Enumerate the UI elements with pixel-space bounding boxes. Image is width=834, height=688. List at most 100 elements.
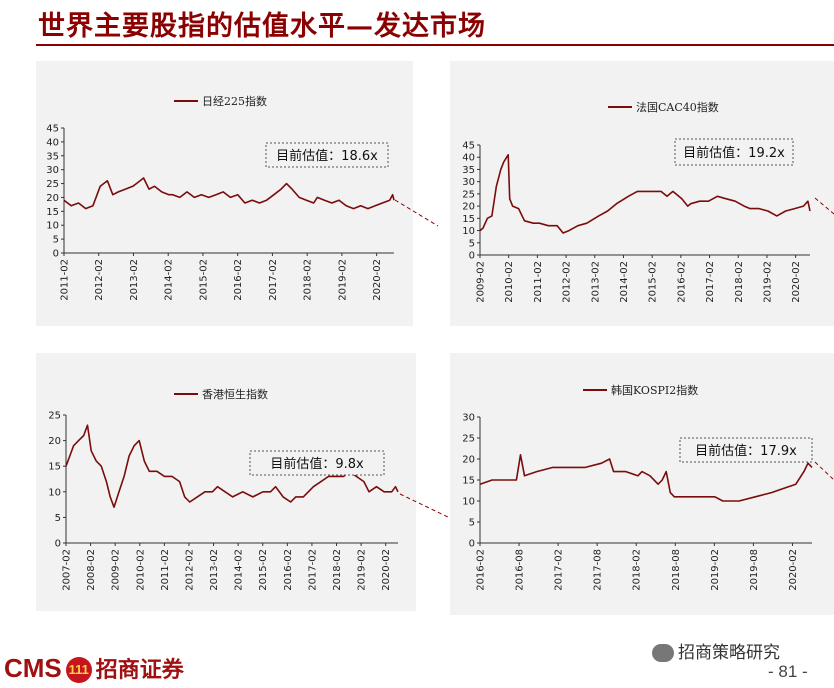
page-number: - 81 - (768, 662, 808, 681)
series-line (65, 424, 399, 508)
x-tick-label: 2012-02 (94, 259, 105, 301)
x-tick-label: 2012-02 (562, 261, 573, 303)
chart-kospi2: 0 5 10 15 20 25 30 2016-02 2016-08 2017-02 2017-08… (462, 383, 813, 591)
x-tick-label: 2013-02 (590, 261, 601, 303)
x-tick-label: 2013-02 (129, 259, 140, 301)
y-tick-label: 20 (462, 202, 475, 213)
x-tick-label: 2016-02 (676, 261, 687, 303)
x-tick-label: 2007-02 (62, 549, 73, 591)
y-tick-label: 15 (48, 462, 61, 473)
y-tick-label: 20 (48, 436, 61, 447)
y-tick-label: 0 (53, 249, 59, 260)
x-tick-label: 2014-02 (619, 261, 630, 303)
y-tick-label: 35 (46, 151, 59, 162)
y-tick-label: 30 (462, 413, 475, 424)
y-tick-label: 35 (462, 165, 475, 176)
x-tick-label: 2010-02 (504, 261, 515, 303)
y-tick-label: 0 (469, 539, 475, 550)
x-tick-label: 2020-02 (788, 549, 799, 591)
wechat-label: 招商策略研究 (678, 643, 780, 663)
estimate-box (674, 138, 794, 166)
x-tick-label: 2018-02 (332, 549, 343, 591)
x-tick-label: 2020-02 (372, 259, 383, 301)
chart-nikkei: 0 5 10 15 20 25 30 35 40 45 2011-02 2012-02 2013-02 2… (46, 94, 395, 301)
chart-panel-kospi2: 0 5 10 15 20 25 30 2016-02 2016-08 2017-02 2017-08… (450, 353, 834, 615)
legend-label: 香港恒生指数 (202, 387, 268, 401)
x-tick-label: 2019-08 (749, 549, 760, 591)
estimate-label: 目前估值：18.6x (276, 148, 378, 164)
legend-label: 日经225指数 (202, 94, 267, 108)
page-title: 世界主要股指的估值水平—发达市场 (38, 11, 486, 42)
y-tick-label: 0 (469, 251, 475, 262)
x-tick-label: 2009-02 (476, 261, 487, 303)
x-tick-label: 2009-02 (111, 549, 122, 591)
brand-logo: CMS 111 招商证券 (4, 652, 184, 684)
y-tick-label: 5 (55, 513, 61, 524)
y-tick-label: 15 (46, 207, 59, 218)
y-tick-label: 10 (462, 226, 475, 237)
series-line (479, 154, 811, 234)
y-tick-label: 5 (469, 238, 475, 249)
x-tick-label: 2014-02 (164, 259, 175, 301)
y-tick-label: 5 (469, 518, 475, 529)
x-tick-label: 2017-02 (705, 261, 716, 303)
x-tick-label: 2019-02 (710, 549, 721, 591)
x-tick-label: 2014-02 (234, 549, 245, 591)
y-tick-label: 10 (462, 497, 475, 508)
logo-text-cn: 招商证券 (95, 657, 184, 683)
x-tick-label: 2020-02 (381, 549, 392, 591)
chart-hangseng: 0 5 10 15 20 25 2007-02 2008-02 2009-02 2010-02 20… (48, 387, 399, 591)
y-tick-label: 5 (53, 235, 59, 246)
y-tick-label: 40 (46, 137, 59, 148)
x-tick-label: 2017-02 (268, 259, 279, 301)
y-tick-label: 25 (462, 434, 475, 445)
x-tick-label: 2017-02 (554, 549, 565, 591)
x-tick-label: 2011-02 (60, 259, 71, 301)
wechat-icon (652, 644, 674, 662)
y-tick-label: 45 (46, 124, 59, 135)
estimate-label: 目前估值：19.2x (683, 145, 785, 161)
chart-panel-nikkei: 0 5 10 15 20 25 30 35 40 45 2011-02 2012-02 2013-02 2… (36, 61, 413, 326)
y-tick-label: 15 (462, 476, 475, 487)
y-tick-label: 30 (46, 165, 59, 176)
series-line (479, 454, 813, 502)
x-tick-label: 2019-02 (762, 261, 773, 303)
series-line (63, 177, 395, 210)
x-tick-label: 2018-08 (671, 549, 682, 591)
chart-panel-hangseng: 0 5 10 15 20 25 2007-02 2008-02 2009-02 2010-02 20… (36, 353, 416, 611)
legend-label: 法国CAC40指数 (636, 100, 719, 114)
x-tick-label: 2013-02 (209, 549, 220, 591)
x-tick-label: 2019-02 (357, 549, 368, 591)
x-tick-label: 2016-02 (476, 549, 487, 591)
x-tick-label: 2016-02 (283, 549, 294, 591)
x-tick-label: 2018-02 (734, 261, 745, 303)
estimate-label: 目前估值：17.9x (695, 443, 797, 459)
x-tick-label: 2012-02 (184, 549, 195, 591)
wechat-account: 招商策略研究 (652, 638, 780, 663)
chart-panel-cac40: 0 5 10 15 20 25 30 35 40 45 2009-02 2010-02 2011-02 2… (450, 61, 834, 326)
estimate-box (265, 142, 389, 168)
logo-badge-icon: 111 (65, 657, 92, 684)
y-tick-label: 25 (462, 189, 475, 200)
y-tick-label: 25 (46, 179, 59, 190)
logo-text-en: CMS (4, 653, 62, 683)
y-tick-label: 40 (462, 153, 475, 164)
x-tick-label: 2020-02 (791, 261, 802, 303)
x-tick-label: 2019-02 (337, 259, 348, 301)
x-tick-label: 2018-02 (303, 259, 314, 301)
x-tick-label: 2017-08 (593, 549, 604, 591)
estimate-box (249, 450, 385, 476)
y-tick-label: 20 (46, 193, 59, 204)
x-tick-label: 2016-02 (233, 259, 244, 301)
estimate-label: 目前估值：9.8x (270, 456, 364, 472)
x-tick-label: 2018-02 (632, 549, 643, 591)
x-tick-label: 2017-02 (307, 549, 318, 591)
x-tick-label: 2015-02 (198, 259, 209, 301)
y-tick-label: 10 (48, 487, 61, 498)
y-tick-label: 0 (55, 539, 61, 550)
x-tick-label: 2016-08 (515, 549, 526, 591)
x-tick-label: 2011-02 (533, 261, 544, 303)
legend-label: 韩国KOSPI2指数 (611, 383, 698, 397)
x-tick-label: 2010-02 (135, 549, 146, 591)
